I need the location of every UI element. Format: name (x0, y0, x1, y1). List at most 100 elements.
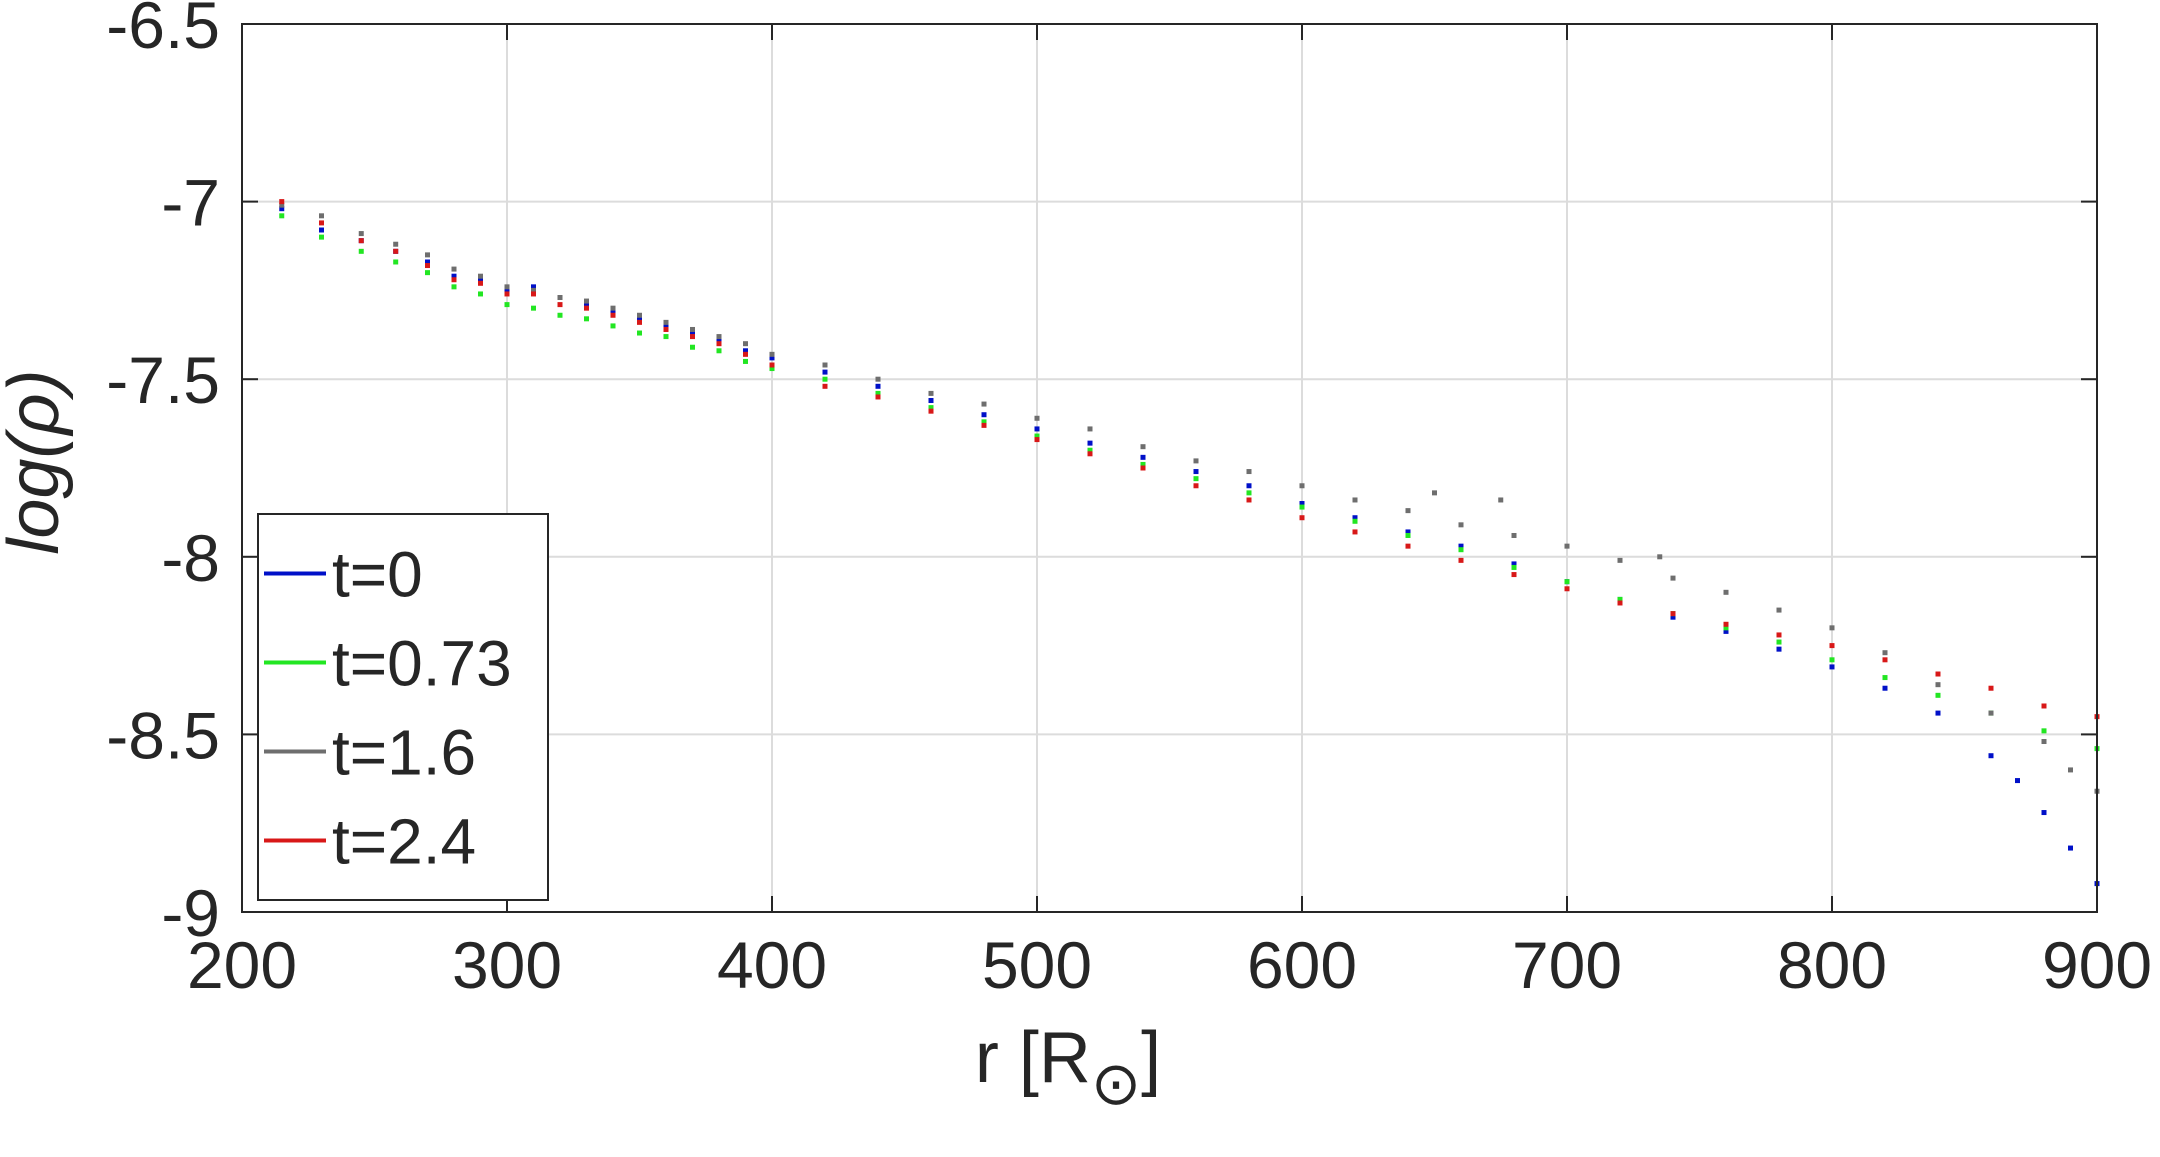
legend-label: t=2.4 (332, 806, 476, 878)
data-point (1988, 753, 1994, 759)
x-tick-label: 600 (1247, 928, 1357, 1002)
data-point (1458, 557, 1464, 563)
x-tick-label: 400 (717, 928, 827, 1002)
data-point (1140, 444, 1146, 450)
data-point (690, 344, 695, 350)
data-point (1511, 564, 1517, 570)
data-point (769, 366, 775, 372)
data-point (393, 259, 399, 265)
legend-label: t=0 (332, 539, 423, 611)
data-point (1405, 508, 1411, 514)
data-point (1352, 529, 1358, 535)
data-point (690, 326, 695, 332)
data-point (425, 252, 430, 258)
data-point (663, 319, 669, 325)
x-tick-label: 300 (452, 928, 562, 1002)
x-axis-label: r [R⊙] (975, 1018, 1161, 1117)
data-point (822, 376, 828, 382)
data-point (1511, 561, 1517, 567)
data-point (1723, 625, 1729, 631)
data-point (1140, 461, 1146, 467)
data-point (451, 284, 457, 290)
data-point (637, 312, 642, 318)
x-tick-label: 200 (187, 928, 297, 1002)
data-point (981, 412, 987, 418)
data-point (557, 312, 563, 318)
data-point (743, 351, 748, 357)
data-point (1882, 650, 1888, 656)
data-point (1776, 639, 1782, 645)
data-point (1670, 614, 1676, 620)
data-point (2041, 810, 2047, 816)
data-point (928, 390, 934, 396)
data-point (610, 305, 616, 311)
data-point (1034, 415, 1040, 421)
data-point (928, 405, 934, 411)
data-point (584, 316, 589, 322)
data-point (716, 341, 722, 347)
data-point (319, 234, 324, 240)
data-point (1432, 490, 1437, 496)
data-point (769, 355, 775, 361)
data-point (531, 305, 536, 311)
data-point (478, 277, 483, 283)
data-point (637, 319, 642, 325)
data-point (1246, 469, 1252, 475)
data-point (743, 341, 748, 347)
data-point (358, 248, 364, 254)
data-point (1564, 579, 1570, 585)
data-point (393, 248, 399, 254)
data-point (279, 213, 285, 219)
y-tick-label: -6.5 (106, 0, 220, 62)
data-point (1087, 447, 1093, 453)
y-tick-label: -7.5 (106, 343, 220, 417)
data-point (1723, 628, 1729, 634)
data-point (425, 270, 430, 276)
data-point (1458, 547, 1464, 553)
data-point (319, 220, 324, 226)
data-point (1935, 692, 1941, 698)
data-point (1776, 632, 1782, 638)
data-point (531, 287, 536, 293)
x-tick-label: 800 (1777, 928, 1887, 1002)
data-point (2015, 778, 2020, 784)
data-point (1498, 497, 1504, 503)
data-point (279, 199, 285, 205)
data-point (1299, 501, 1305, 507)
data-point (1193, 458, 1199, 464)
data-point (1140, 454, 1146, 460)
data-point (504, 284, 510, 290)
data-point (1617, 557, 1623, 563)
data-point (1670, 611, 1676, 617)
data-point (1829, 657, 1835, 663)
data-point (663, 326, 669, 332)
data-point (1935, 682, 1941, 688)
data-point (610, 309, 616, 315)
data-point (875, 383, 881, 389)
data-point (875, 390, 881, 396)
x-tick-label: 700 (1512, 928, 1622, 1002)
data-point (1405, 532, 1411, 538)
legend-label: t=0.73 (332, 628, 512, 700)
data-point (1511, 572, 1517, 578)
data-point (637, 316, 642, 322)
data-point (504, 302, 510, 308)
data-point (1193, 483, 1199, 489)
data-point (769, 362, 775, 368)
data-point (690, 334, 695, 340)
x-axis-label-subscript: ⊙ (1091, 1050, 1141, 1117)
data-point (584, 298, 589, 304)
legend-label: t=1.6 (332, 717, 476, 789)
plot-frame (241, 23, 2098, 913)
data-point (584, 302, 589, 308)
data-point (1829, 664, 1835, 670)
data-point (504, 291, 510, 297)
data-point (822, 369, 828, 375)
legend: t=0 t=0.73 t=1.6 t=2.4 (257, 513, 549, 901)
data-point (1882, 657, 1888, 663)
data-point (1776, 646, 1782, 652)
data-point (1193, 469, 1199, 475)
data-point (1776, 607, 1782, 613)
data-point (1193, 476, 1199, 482)
data-point (1564, 586, 1570, 592)
